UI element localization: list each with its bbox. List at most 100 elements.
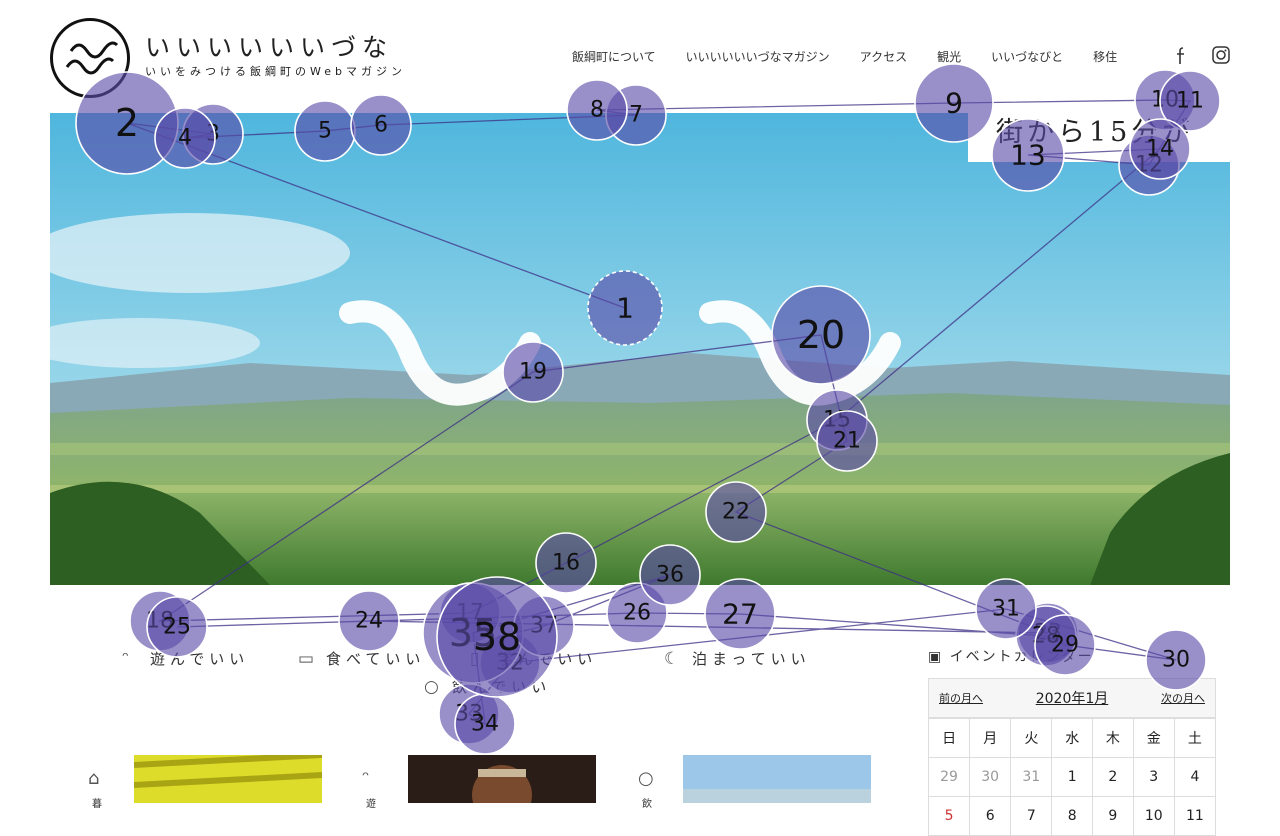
fixation-circle: [705, 481, 767, 543]
fixation-circle: [338, 590, 400, 652]
category-stay[interactable]: ☾ 泊まっていい: [664, 648, 811, 669]
fixation-marker: 31: [975, 578, 1037, 640]
category-label: 泊まっていい: [692, 650, 811, 668]
fixation-circle: [771, 285, 871, 385]
fixation-marker: 14: [1129, 118, 1191, 180]
weekday-cell: 日: [927, 718, 971, 758]
fixation-number: 4: [178, 126, 192, 151]
fixation-marker: 5: [294, 100, 356, 162]
fixation-number: 13: [1010, 139, 1046, 172]
fixation-circle: [566, 79, 628, 141]
fixation-marker: 19: [502, 341, 564, 403]
nav-migration[interactable]: 移住: [1093, 50, 1118, 64]
apple-icon: ○: [638, 768, 654, 789]
footprints-icon: ᵔ: [122, 649, 135, 669]
fixation-circle: [816, 410, 878, 472]
fixation-circle: [1129, 118, 1191, 180]
fixation-circle: [1034, 614, 1096, 676]
hero-image: [50, 113, 1230, 585]
fixation-number: 38: [473, 615, 521, 659]
fixation-circle: [991, 118, 1065, 192]
fixation-number: 31: [992, 597, 1020, 622]
fixation-number: 5: [318, 119, 332, 144]
fixation-circle: [146, 596, 208, 658]
fixation-marker: 34: [454, 693, 516, 755]
fixation-circle: [154, 107, 216, 169]
instagram-icon[interactable]: [1212, 46, 1230, 68]
weekday-row: 日 月 火 水 木 金 土: [927, 718, 1217, 758]
fixation-circle: [639, 544, 701, 606]
weekday-cell: 金: [1132, 718, 1175, 758]
nav-access[interactable]: アクセス: [859, 50, 908, 64]
fixation-marker: 11: [1159, 70, 1221, 132]
fixation-circle: [704, 578, 776, 650]
fixation-circle: [436, 576, 558, 698]
day-cell[interactable]: 31: [1010, 757, 1053, 797]
fixation-circle: [502, 341, 564, 403]
fixation-number: 25: [163, 615, 191, 640]
house-icon: ⌂: [88, 768, 100, 789]
fixation-marker: 22: [705, 481, 767, 543]
fixation-circle: [350, 94, 412, 156]
fixation-number: 22: [722, 500, 750, 525]
fixation-marker: 30: [1145, 629, 1207, 691]
fixation-marker: 29: [1034, 614, 1096, 676]
fixation-number: 34: [471, 712, 499, 737]
fixation-marker: 9: [914, 63, 994, 143]
fixation-marker: 16: [535, 532, 597, 594]
post-thumbnail[interactable]: [134, 755, 322, 803]
category-label: 食べていい: [326, 650, 426, 668]
fixation-marker: 36: [639, 544, 701, 606]
fixation-number: 6: [374, 113, 388, 138]
fixation-number: 14: [1146, 137, 1174, 162]
footprints-icon: ᵔ: [362, 768, 370, 789]
fixation-circle: [587, 270, 663, 346]
fixation-marker: 24: [338, 590, 400, 652]
fixation-marker: 38: [436, 576, 558, 698]
fixation-circle: [1145, 629, 1207, 691]
fixation-marker: 1: [587, 270, 663, 346]
day-cell[interactable]: 30: [969, 757, 1012, 797]
prev-month-link[interactable]: 前の月へ: [939, 692, 983, 705]
fixation-number: 21: [833, 429, 861, 454]
fixation-circle: [975, 578, 1037, 640]
weekday-cell: 土: [1173, 718, 1217, 758]
fixation-marker: 8: [566, 79, 628, 141]
fixation-marker: 13: [991, 118, 1065, 192]
fixation-marker: 2: [75, 71, 179, 175]
fixation-number: 16: [552, 551, 580, 576]
nav-sightseeing[interactable]: 観光: [937, 50, 962, 64]
fixation-marker: 21: [816, 410, 878, 472]
fixation-marker: 27: [704, 578, 776, 650]
fixation-marker: 20: [771, 285, 871, 385]
nav-about[interactable]: 飯綱町について: [572, 50, 656, 64]
weekday-cell: 月: [969, 718, 1012, 758]
logo-subtitle: いいをみつける飯綱町のWebマガジン: [145, 65, 406, 78]
fixation-number: 2: [115, 101, 139, 145]
post-thumbnail[interactable]: [408, 755, 596, 803]
fixation-number: 7: [629, 103, 643, 128]
week-row: 29 30 31 1 2 3 4: [927, 757, 1217, 797]
calendar-title[interactable]: 2020年1月: [1035, 691, 1109, 707]
next-month-link[interactable]: 次の月へ: [1160, 692, 1205, 705]
fixation-number: 36: [656, 563, 684, 588]
scanpath-overlay: 1234567891011121314151617181920212223242…: [75, 63, 1221, 755]
fixation-circle: [535, 532, 597, 594]
fixation-circle: [1159, 70, 1221, 132]
category-eat[interactable]: ▭ 食べていい: [298, 648, 425, 669]
fixation-number: 19: [519, 360, 547, 385]
nav-people[interactable]: いいづなびと: [991, 50, 1064, 64]
facebook-icon[interactable]: [1176, 46, 1186, 68]
fixation-number: 24: [355, 609, 383, 634]
fixation-number: 20: [797, 313, 845, 357]
post-thumbnail[interactable]: [683, 755, 871, 803]
fixation-number: 30: [1162, 648, 1190, 673]
nav-magazine[interactable]: いいいいいいづなマガジン: [685, 50, 830, 64]
day-cell[interactable]: 4: [1173, 757, 1217, 797]
apple-icon: ○: [424, 677, 444, 697]
fixation-marker: 4: [154, 107, 216, 169]
fixation-number: 29: [1051, 633, 1079, 658]
fixation-marker: 6: [350, 94, 412, 156]
logo-title[interactable]: いいいいいいづな: [145, 33, 394, 62]
weekday-cell: 火: [1010, 718, 1053, 758]
